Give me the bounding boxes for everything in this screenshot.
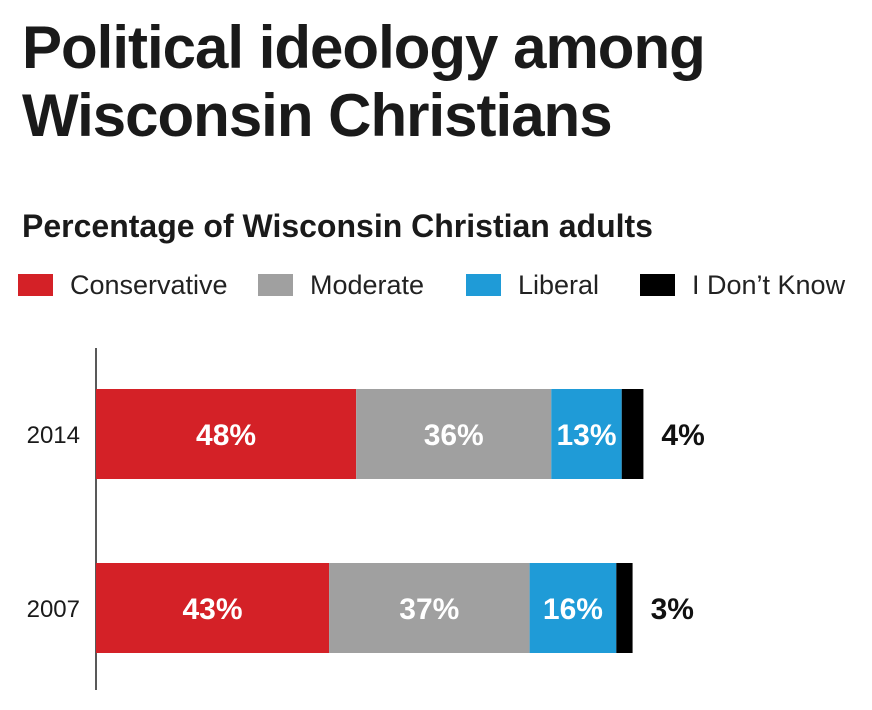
legend-label-liberal: Liberal (518, 269, 600, 300)
stacked-bar-chart: 2014 48% 36% 13% 4% 2007 43% 37% 16% 3% (27, 348, 705, 690)
legend-label-dont-know: I Don’t Know (692, 269, 846, 300)
legend-item-moderate: Moderate (258, 268, 424, 302)
bar-segment-i-don-t-know-2007 (616, 563, 633, 653)
legend-swatch-conservative (18, 274, 53, 296)
legend-label-moderate: Moderate (310, 269, 425, 300)
bar-segment-conservative-2007 (96, 563, 330, 653)
bar-segment-conservative-2014 (96, 389, 357, 479)
chart-title: Political ideology among Wisconsin Chris… (22, 14, 706, 149)
legend-swatch-liberal (466, 274, 501, 296)
data-label-i-don-t-know-2007: 3% (651, 593, 694, 626)
legend-item-dont-know: I Don’t Know (640, 268, 845, 302)
legend-label-conservative: Conservative (70, 269, 228, 300)
legend: Conservative Moderate Liberal I Don’t Kn… (18, 268, 864, 302)
bar-segment-moderate-2014 (356, 389, 552, 479)
category-label-2014: 2014 (27, 422, 80, 449)
legend-item-conservative: Conservative (18, 268, 228, 302)
legend-swatch-dont-know (640, 274, 675, 296)
data-label-moderate-2014: 36% (424, 419, 484, 452)
legend-swatch-moderate (258, 274, 293, 296)
bar-segment-liberal-2007 (529, 563, 617, 653)
bar-segment-i-don-t-know-2014 (621, 389, 644, 479)
data-label-liberal-2014: 13% (556, 419, 616, 452)
bar-segment-moderate-2007 (329, 563, 530, 653)
bar-segment-liberal-2014 (551, 389, 622, 479)
data-label-liberal-2007: 16% (543, 593, 603, 626)
legend-item-liberal: Liberal (466, 268, 599, 302)
data-label-conservative-2007: 43% (183, 593, 243, 626)
data-label-conservative-2014: 48% (196, 419, 256, 452)
data-label-moderate-2007: 37% (399, 593, 459, 626)
data-label-i-don-t-know-2014: 4% (661, 419, 704, 452)
category-label-2007: 2007 (27, 596, 80, 623)
chart-subtitle: Percentage of Wisconsin Christian adults (22, 208, 653, 244)
